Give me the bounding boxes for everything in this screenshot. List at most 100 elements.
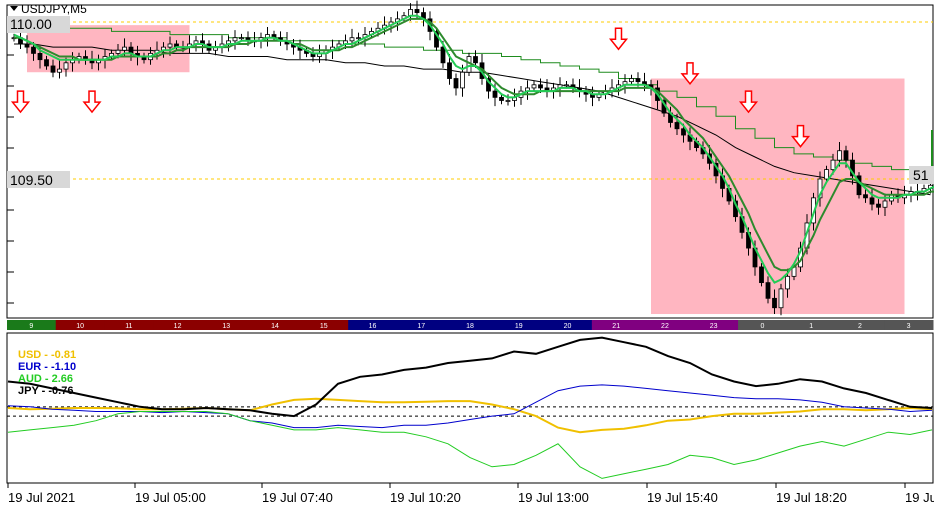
candle-body xyxy=(447,62,452,79)
time-label: 19 Jul 10:20 xyxy=(390,490,461,505)
hour-segment xyxy=(689,320,739,330)
candle xyxy=(63,57,69,77)
hour-bar: 9 10 11 12 13 14 15 16 17 18 19 20 21 22 23 0 1 2 3 xyxy=(7,320,934,330)
candle xyxy=(447,54,452,85)
candle-body xyxy=(635,78,641,83)
candle xyxy=(505,94,511,106)
price-label-mid: 109.50 xyxy=(10,172,53,188)
time-label: 19 Jul 15:40 xyxy=(647,490,718,505)
price-label-right-bg xyxy=(909,166,934,184)
legend-eur: EUR - -1.10 xyxy=(18,361,77,373)
candle-body xyxy=(57,68,62,73)
candle-body xyxy=(232,37,238,42)
hour-label: 20 xyxy=(564,323,572,330)
candle-body xyxy=(434,31,439,48)
candle-body xyxy=(817,178,823,199)
hour-segment xyxy=(299,320,349,330)
price-label-mid-bg xyxy=(7,171,70,188)
hour-label: 12 xyxy=(174,323,182,330)
candle xyxy=(759,263,764,287)
candle-body xyxy=(505,100,511,102)
candle xyxy=(765,276,771,304)
price-label-top-bg xyxy=(7,16,70,33)
time-label: 19 Ju xyxy=(905,490,934,505)
ma-fast-line xyxy=(13,14,934,284)
candle xyxy=(856,172,862,199)
hour-label: 23 xyxy=(710,323,718,330)
candle-body xyxy=(440,46,446,64)
candle xyxy=(434,27,439,51)
candle xyxy=(629,74,634,86)
candle-body xyxy=(629,78,634,83)
hour-segment xyxy=(55,320,105,330)
candle xyxy=(863,188,868,203)
candle xyxy=(531,81,537,92)
arrow-down-icon xyxy=(680,62,700,86)
candle-body xyxy=(674,122,680,130)
candle-body xyxy=(37,53,43,61)
hour-label: 0 xyxy=(760,323,764,330)
candle-body xyxy=(843,150,849,161)
hour-label: 2 xyxy=(858,323,862,330)
hour-segment xyxy=(640,320,690,330)
hour-label: 11 xyxy=(125,323,132,330)
candle-body xyxy=(759,266,764,284)
time-label: 19 Jul 07:40 xyxy=(262,490,333,505)
indicator-line-eur xyxy=(7,384,933,429)
candle-body xyxy=(830,159,836,170)
candle xyxy=(50,59,56,78)
hour-segment xyxy=(786,320,837,330)
hour-segment xyxy=(738,320,788,330)
hour-label: 3 xyxy=(907,323,911,330)
candle-body xyxy=(778,288,784,309)
price-label-top: 110.00 xyxy=(10,16,52,32)
candle-body xyxy=(473,56,478,64)
candle-body xyxy=(837,150,842,161)
candle-body xyxy=(50,65,56,73)
candle xyxy=(674,113,680,136)
candle-body xyxy=(538,84,543,89)
candle-body xyxy=(460,71,465,89)
hour-segment xyxy=(104,320,154,330)
candle xyxy=(824,165,829,183)
highlight-zones xyxy=(27,25,905,315)
candle-body xyxy=(824,169,829,180)
hour-label: 13 xyxy=(222,323,230,330)
hour-label: 19 xyxy=(515,323,523,330)
candle xyxy=(453,73,459,96)
legend-jpy: JPY - -0.76 xyxy=(18,385,74,397)
ma-slow-line xyxy=(14,17,934,272)
hour-segment xyxy=(884,320,934,330)
hour-segment xyxy=(250,320,300,330)
indicator-line-jpy xyxy=(7,336,933,418)
candle xyxy=(876,199,881,215)
candle xyxy=(24,35,30,54)
highlight-zone-1 xyxy=(651,78,905,315)
indicator-lines xyxy=(7,336,933,479)
hour-label: 18 xyxy=(466,323,474,330)
candle xyxy=(499,93,504,105)
candle-body xyxy=(863,194,868,199)
time-label: 19 Jul 2021 xyxy=(8,490,75,505)
candle xyxy=(44,55,49,70)
candle xyxy=(232,30,238,50)
hour-label: 15 xyxy=(320,323,328,330)
hour-label: 21 xyxy=(612,323,620,330)
candle-body xyxy=(44,59,49,67)
chart-title: USDJPY,M5 xyxy=(21,2,87,16)
hour-label: 17 xyxy=(417,323,425,330)
time-label: 19 Jul 18:20 xyxy=(776,490,847,505)
hour-label: 9 xyxy=(29,323,33,330)
candle-body xyxy=(531,84,537,89)
candle-body xyxy=(122,46,127,51)
candle-body xyxy=(414,9,420,13)
hour-label: 10 xyxy=(76,323,84,330)
arrow-down-icon xyxy=(82,90,102,114)
candle-body xyxy=(869,197,875,205)
hour-segment xyxy=(445,320,495,330)
indicator-legend: USD - -0.81 EUR - -1.10 AUD - 2.66 JPY -… xyxy=(18,349,76,397)
indicator-line-aud xyxy=(7,411,933,479)
arrow-down-icon xyxy=(10,90,31,114)
legend-usd: USD - -0.81 xyxy=(18,349,77,361)
